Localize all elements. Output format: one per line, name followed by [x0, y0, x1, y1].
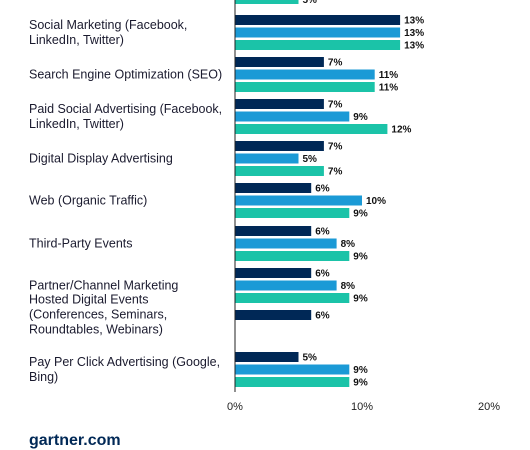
value-label-6-series-1: 6% — [315, 227, 330, 238]
value-label-1-series-1: 13% — [404, 16, 424, 27]
value-label-6-series-2: 8% — [341, 239, 356, 250]
x-tick-label-1: 0% — [227, 401, 243, 413]
bar-top-partial — [235, 0, 299, 4]
value-label-7-series-2: 8% — [341, 281, 356, 292]
value-label-3-series-2: 9% — [353, 112, 368, 123]
value-label-4-series-2: 5% — [303, 154, 318, 165]
value-label-3-series-1: 7% — [328, 100, 343, 111]
value-label-1-series-2: 13% — [404, 28, 424, 39]
value-label-8-series-1: 6% — [315, 311, 330, 322]
category-label-7: Partner/Channel Marketing — [29, 278, 179, 292]
value-label-2-series-3: 11% — [379, 83, 399, 94]
value-label-4-series-3: 7% — [328, 167, 343, 178]
value-label-5-series-3: 9% — [353, 209, 368, 220]
value-label-9-series-2: 9% — [353, 365, 368, 376]
bar-3-series-2 — [235, 111, 350, 122]
value-label-top-partial: 5% — [303, 0, 318, 6]
value-label-2-series-2: 11% — [379, 70, 399, 81]
bar-6-series-1 — [235, 226, 312, 236]
bar-4-series-1 — [235, 141, 324, 151]
value-label-4-series-1: 7% — [328, 142, 343, 153]
value-label-2-series-1: 7% — [328, 58, 343, 69]
bar-4-series-3 — [235, 166, 324, 176]
bar-3-series-1 — [235, 99, 324, 109]
category-label-6: Third-Party Events — [29, 236, 133, 250]
category-label-1: Social Marketing (Facebook, LinkedIn, Tw… — [29, 17, 188, 47]
value-label-7-series-1: 6% — [315, 269, 330, 280]
bar-1-series-1 — [235, 15, 401, 25]
value-label-7-series-3: 9% — [353, 294, 368, 305]
bar-3-series-3 — [235, 124, 388, 134]
category-label-2: Search Engine Optimization (SEO) — [29, 67, 223, 81]
category-label-4: Digital Display Advertising — [29, 151, 173, 165]
bar-9-series-1 — [235, 352, 299, 362]
bar-5-series-1 — [235, 183, 312, 193]
bar-2-series-1 — [235, 57, 324, 67]
bar-2-series-3 — [235, 82, 375, 92]
bar-6-series-3 — [235, 251, 350, 261]
x-tick-label-2: 10% — [351, 401, 373, 413]
bar-7-series-3 — [235, 293, 350, 303]
value-label-3-series-3: 12% — [391, 125, 411, 136]
category-label-3: Paid Social Advertising (Facebook, Linke… — [29, 101, 223, 131]
bar-4-series-2 — [235, 153, 299, 164]
x-tick-label-3: 20% — [478, 401, 500, 413]
footer-source: gartner.com — [29, 432, 121, 449]
bar-8-series-1 — [235, 310, 312, 320]
category-label-9: Pay Per Click Advertising (Google, Bing) — [29, 354, 221, 384]
bar-9-series-2 — [235, 364, 350, 375]
value-label-1-series-3: 13% — [404, 41, 424, 52]
category-labels: Social Marketing (Facebook, LinkedIn, Tw… — [0, 0, 230, 442]
value-label-9-series-1: 5% — [303, 353, 318, 364]
value-label-5-series-1: 6% — [315, 184, 330, 195]
bar-5-series-2 — [235, 195, 362, 206]
bar-2-series-2 — [235, 69, 375, 80]
bar-1-series-2 — [235, 27, 401, 38]
category-label-5: Web (Organic Traffic) — [29, 193, 148, 207]
bar-7-series-2 — [235, 280, 337, 291]
bar-5-series-3 — [235, 208, 350, 218]
value-label-9-series-3: 9% — [353, 378, 368, 389]
value-label-5-series-2: 10% — [366, 196, 386, 207]
bar-7-series-1 — [235, 268, 312, 278]
category-label-8: Hosted Digital Events (Conferences, Semi… — [29, 292, 168, 337]
bar-6-series-2 — [235, 238, 337, 249]
value-label-6-series-3: 9% — [353, 252, 368, 263]
bar-1-series-3 — [235, 40, 401, 50]
bar-9-series-3 — [235, 377, 350, 387]
